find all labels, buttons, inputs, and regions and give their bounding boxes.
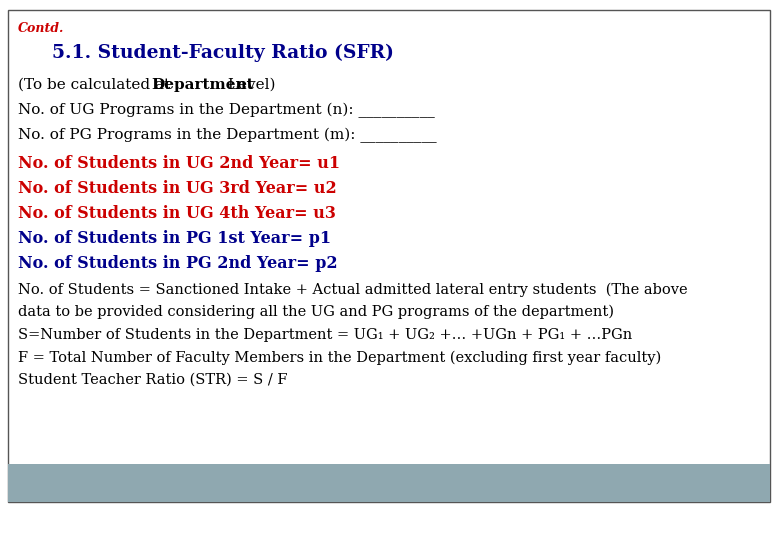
- Bar: [8, 464, 770, 502]
- Text: Department: Department: [151, 78, 254, 92]
- Text: S=Number of Students in the Department = UG₁ + UG₂ +… +UGn + PG₁ + …PGn: S=Number of Students in the Department =…: [18, 328, 633, 342]
- Text: No. of Students in PG 2nd Year= p2: No. of Students in PG 2nd Year= p2: [18, 255, 338, 272]
- Text: No. of Students in PG 1st Year= p1: No. of Students in PG 1st Year= p1: [18, 230, 332, 247]
- Text: No. of Students = Sanctioned Intake + Actual admitted lateral entry students  (T: No. of Students = Sanctioned Intake + Ac…: [18, 283, 688, 298]
- Text: (To be calculated at: (To be calculated at: [18, 78, 175, 92]
- Text: F = Total Number of Faculty Members in the Department (excluding first year facu: F = Total Number of Faculty Members in t…: [18, 351, 661, 366]
- Text: Contd.: Contd.: [18, 22, 65, 35]
- Text: No. of PG Programs in the Department (m): __________: No. of PG Programs in the Department (m)…: [18, 128, 437, 143]
- Text: data to be provided considering all the UG and PG programs of the department): data to be provided considering all the …: [18, 305, 614, 319]
- Text: Level): Level): [223, 78, 275, 92]
- Text: No. of Students in UG 2nd Year= u1: No. of Students in UG 2nd Year= u1: [18, 155, 340, 172]
- Text: No. of Students in UG 4th Year= u3: No. of Students in UG 4th Year= u3: [18, 205, 336, 222]
- Text: Student Teacher Ratio (STR) = S / F: Student Teacher Ratio (STR) = S / F: [18, 373, 288, 387]
- Text: No. of Students in UG 3rd Year= u2: No. of Students in UG 3rd Year= u2: [18, 180, 337, 197]
- Text: No. of UG Programs in the Department (n): __________: No. of UG Programs in the Department (n)…: [18, 103, 434, 118]
- Text: 5.1. Student-Faculty Ratio (SFR): 5.1. Student-Faculty Ratio (SFR): [52, 44, 394, 62]
